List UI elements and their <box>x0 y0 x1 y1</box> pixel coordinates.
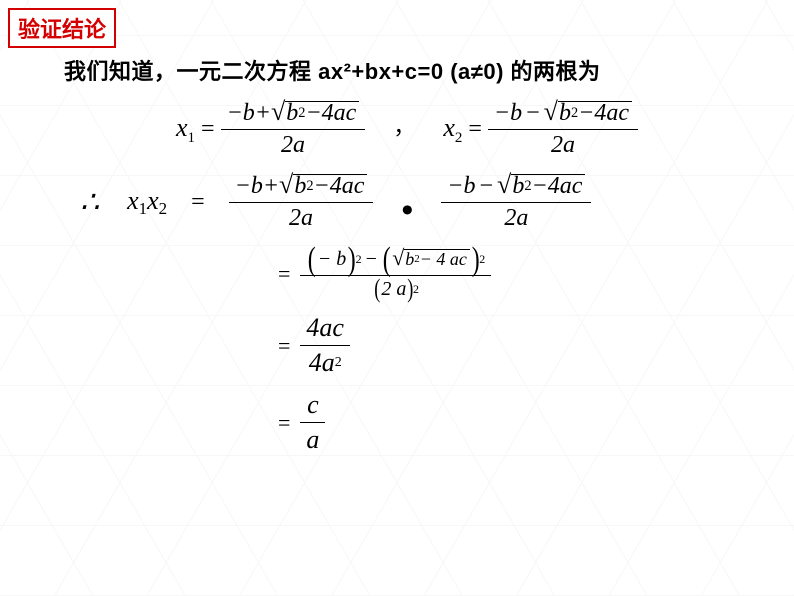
rad-b-2: b <box>559 100 571 127</box>
rp-1: ) <box>348 246 356 273</box>
neg-b-sp: − b <box>318 248 347 271</box>
m4ac-1: −4ac <box>305 100 356 127</box>
sub-2: 2 <box>455 130 463 146</box>
rp-3: ) <box>408 279 414 300</box>
rad-b-4: b <box>512 173 524 200</box>
num-c: c <box>301 390 325 420</box>
product-row: ∴ x1x2 = −b + √ b2−4ac 2a • −b − √ <box>80 173 754 232</box>
step-c-over-a: = c a <box>278 390 754 455</box>
neg-b-4: −b <box>447 173 475 200</box>
sqrt-3: √ b2−4ac <box>279 174 367 200</box>
minus-4: − <box>476 173 498 200</box>
step-4ac-over-4a2: = 4ac 4a2 <box>278 313 754 378</box>
prod-frac-1: −b + √ b2−4ac 2a <box>229 173 374 232</box>
two-a-sp: 2 a <box>381 278 406 301</box>
plus-3: + <box>263 173 279 200</box>
den-2a-2: 2a <box>545 132 581 159</box>
m4ac-2: −4ac <box>578 100 629 127</box>
var-x2: x <box>443 113 455 142</box>
equals-1: = <box>195 116 221 143</box>
x1-expression: x1 = −b + √ b2−4ac 2a <box>176 100 365 159</box>
sqrt-4: √ b2−4ac <box>497 174 585 200</box>
den-2a-1: 2a <box>275 132 311 159</box>
rp-2: ) <box>472 246 480 273</box>
lp-1: ( <box>308 246 316 273</box>
roots-definition-row: x1 = −b + √ b2−4ac 2a ， x2 = <box>60 100 754 159</box>
num-4ac: 4ac <box>300 313 350 343</box>
equals-3: = <box>185 189 211 216</box>
prod-frac-2: −b − √ b2−4ac 2a <box>441 173 591 232</box>
plus-1: + <box>255 100 271 127</box>
equals-6: = <box>278 410 290 436</box>
x1-fraction: −b + √ b2−4ac 2a <box>221 100 366 159</box>
var-x1: x <box>176 113 188 142</box>
lp-2: ( <box>383 246 391 273</box>
sq-4: 2 <box>524 178 531 195</box>
therefore-symbol: ∴ <box>80 185 99 220</box>
x2-expression: x2 = −b − √ b2−4ac 2a <box>443 100 638 159</box>
equals-4: = <box>278 261 290 287</box>
rad-b-3: b <box>294 173 306 200</box>
sub-1b: 1 <box>139 199 147 218</box>
sq-1: 2 <box>298 105 305 122</box>
var-x1b: x <box>127 186 139 215</box>
den-2a-4: 2a <box>498 205 534 232</box>
frac-4ac: 4ac 4a2 <box>300 313 350 378</box>
sq-9: 2 <box>335 355 342 371</box>
neg-b-3: −b <box>235 173 263 200</box>
sqrt-1: √ b2−4ac <box>271 101 359 127</box>
rad-b-1: b <box>286 100 298 127</box>
multiply-dot: • <box>391 192 423 230</box>
diff-sq-frac: ( − b ) 2 − ( √ b2 − 4 ac ) 2 <box>300 246 491 301</box>
sqrt-5: √ b2 − 4 ac <box>392 249 470 271</box>
frac-ca: c a <box>300 390 325 455</box>
m4ac-4: −4ac <box>532 173 583 200</box>
equals-2: = <box>462 116 488 143</box>
sq-7: 2 <box>479 252 485 267</box>
sub-2b: 2 <box>159 199 167 218</box>
equals-5: = <box>278 333 290 359</box>
content-area: 我们知道，一元二次方程 ax²+bx+c=0 (a≠0) 的两根为 x1 = −… <box>0 0 794 455</box>
sqrt-2: √ b2−4ac <box>544 101 632 127</box>
lp-3: ( <box>374 279 380 300</box>
den-2a-3: 2a <box>283 205 319 232</box>
sub-1: 1 <box>188 130 196 146</box>
x2-fraction: −b − √ b2−4ac 2a <box>488 100 638 159</box>
m4ac-3: −4ac <box>314 173 365 200</box>
headline-text: 我们知道，一元二次方程 ax²+bx+c=0 (a≠0) 的两根为 <box>64 54 754 86</box>
neg-b-1: −b <box>227 100 255 127</box>
simplification-stack: = ( − b ) 2 − ( √ b2 − 4 ac <box>278 246 754 455</box>
sq-2: 2 <box>571 105 578 122</box>
section-label: 验证结论 <box>8 8 116 48</box>
m4ac-sp: − 4 ac <box>420 249 467 270</box>
sq-3: 2 <box>306 178 313 195</box>
b-sp: b <box>405 249 414 270</box>
den-4a: 4a <box>309 348 335 378</box>
sq-8: 2 <box>413 282 419 297</box>
var-x2b: x <box>147 186 159 215</box>
den-a: a <box>300 425 325 455</box>
minus-2: − <box>522 100 544 127</box>
minus-5: − <box>362 248 381 271</box>
step-difference-of-squares: = ( − b ) 2 − ( √ b2 − 4 ac <box>278 246 754 301</box>
comma: ， <box>393 109 415 159</box>
neg-b-2: −b <box>494 100 522 127</box>
